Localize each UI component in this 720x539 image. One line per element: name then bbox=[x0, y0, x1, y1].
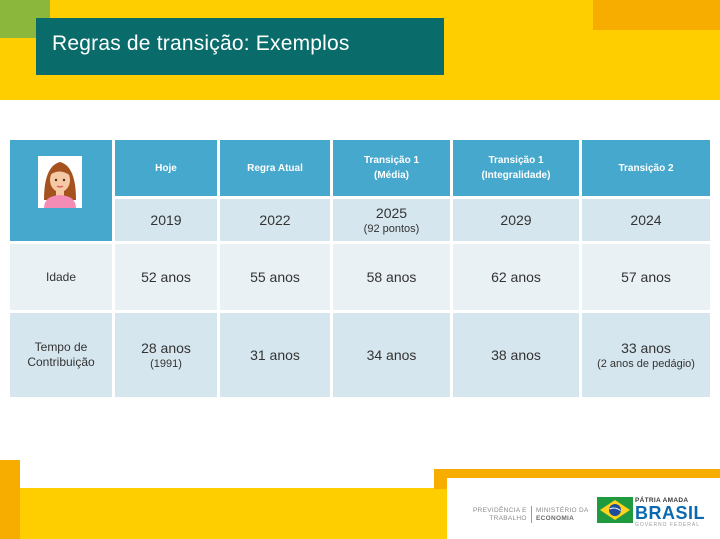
table-cell: 62 anos bbox=[453, 244, 579, 310]
avatar-cell bbox=[10, 140, 112, 241]
year-regra-atual-value: 2022 bbox=[259, 211, 291, 228]
row-label-tempo-line2: Contribuição bbox=[27, 355, 95, 369]
year-hoje-value: 2019 bbox=[150, 211, 182, 228]
table-cell: 58 anos bbox=[333, 244, 450, 310]
cell-value: 58 anos bbox=[366, 268, 417, 285]
cell-value: 33 anos bbox=[621, 339, 671, 356]
header-hoje-label: Hoje bbox=[155, 162, 177, 174]
logo-previdencia-line1: PREVIDÊNCIA E bbox=[473, 507, 527, 514]
woman-avatar-icon bbox=[38, 156, 82, 208]
header-transicao-2: Transição 2 bbox=[582, 140, 710, 196]
year-transicao-2-value: 2024 bbox=[630, 211, 662, 228]
table-cell: 34 anos bbox=[333, 313, 450, 397]
cell-value: 28 anos bbox=[141, 339, 191, 356]
row-label-tempo-line1: Tempo de bbox=[34, 340, 88, 354]
transition-rules-table: Hoje Regra Atual Transição 1 (Média) Tra… bbox=[10, 140, 710, 397]
brazil-flag-icon bbox=[597, 497, 633, 523]
table-cell: 55 anos bbox=[220, 244, 330, 310]
logo-brasil-text: BRASIL bbox=[635, 503, 705, 523]
cell-value: 55 anos bbox=[250, 268, 300, 285]
table-cell: 31 anos bbox=[220, 313, 330, 397]
slide-title: Regras de transição: Exemplos bbox=[36, 18, 444, 75]
header-transicao-1-media: Transição 1 (Média) bbox=[333, 140, 450, 196]
header-transicao-1-media-label: Transição 1 bbox=[363, 155, 420, 166]
table-cell: 52 anos bbox=[115, 244, 217, 310]
logo-patria-text: PÁTRIA AMADA bbox=[635, 497, 689, 504]
year-transicao-2: 2024 bbox=[582, 199, 710, 241]
header-hoje: Hoje bbox=[115, 140, 217, 196]
logo-ministerio: MINISTÉRIO DA ECONOMIA bbox=[536, 507, 589, 523]
header-accent-orange bbox=[593, 0, 720, 30]
logo-ministerio-line1: MINISTÉRIO DA bbox=[536, 507, 589, 514]
cell-value: 34 anos bbox=[366, 346, 417, 363]
table-cell: 38 anos bbox=[453, 313, 579, 397]
table-cell: 33 anos (2 anos de pedágio) bbox=[582, 313, 710, 397]
slide-title-text: Regras de transição: Exemplos bbox=[52, 32, 350, 55]
cell-note: (1991) bbox=[150, 357, 182, 370]
year-transicao-1-media-value: 2025 bbox=[375, 204, 408, 221]
logo-previdencia-line2: TRABALHO bbox=[489, 515, 527, 522]
year-transicao-1-integralidade: 2029 bbox=[453, 199, 579, 241]
cell-value: 52 anos bbox=[141, 268, 191, 285]
header-regra-atual: Regra Atual bbox=[220, 140, 330, 196]
row-label-idade-text: Idade bbox=[45, 269, 77, 284]
year-transicao-1-integralidade-value: 2029 bbox=[500, 211, 532, 228]
year-regra-atual: 2022 bbox=[220, 199, 330, 241]
logo-governo-text: GOVERNO FEDERAL bbox=[635, 522, 701, 528]
logo-previdencia: PREVIDÊNCIA E TRABALHO bbox=[473, 507, 527, 523]
header-regra-atual-label: Regra Atual bbox=[247, 162, 303, 174]
year-hoje: 2019 bbox=[115, 199, 217, 241]
cell-value: 57 anos bbox=[621, 268, 671, 285]
header-transicao-1-integralidade-sub: (Integralidade) bbox=[481, 170, 551, 181]
table-cell: 28 anos (1991) bbox=[115, 313, 217, 397]
cell-value: 31 anos bbox=[250, 346, 300, 363]
header-transicao-2-label: Transição 2 bbox=[618, 162, 674, 174]
header-transicao-1-integralidade: Transição 1 (Integralidade) bbox=[453, 140, 579, 196]
row-label-idade: Idade bbox=[10, 244, 112, 310]
footer-accent-left bbox=[0, 460, 20, 539]
header-transicao-1-media-sub: (Média) bbox=[374, 170, 409, 181]
logo-separator bbox=[531, 506, 532, 523]
logo-brasil: PÁTRIA AMADA BRASIL GOVERNO FEDERAL bbox=[635, 497, 705, 528]
cell-value: 62 anos bbox=[491, 268, 541, 285]
avatar-frame bbox=[38, 156, 82, 208]
row-label-tempo-contribuicao: Tempo de Contribuição bbox=[10, 313, 112, 397]
table-cell: 57 anos bbox=[582, 244, 710, 310]
footer-logo-area: PREVIDÊNCIA E TRABALHO MINISTÉRIO DA ECO… bbox=[447, 478, 720, 539]
cell-value: 38 anos bbox=[491, 346, 541, 363]
cell-note: (2 anos de pedágio) bbox=[597, 357, 695, 370]
logo-ministerio-line2: ECONOMIA bbox=[536, 515, 575, 522]
year-transicao-1-media-note: (92 pontos) bbox=[363, 222, 420, 235]
header-transicao-1-integralidade-label: Transição 1 bbox=[488, 155, 544, 166]
year-transicao-1-media: 2025 (92 pontos) bbox=[333, 199, 450, 241]
